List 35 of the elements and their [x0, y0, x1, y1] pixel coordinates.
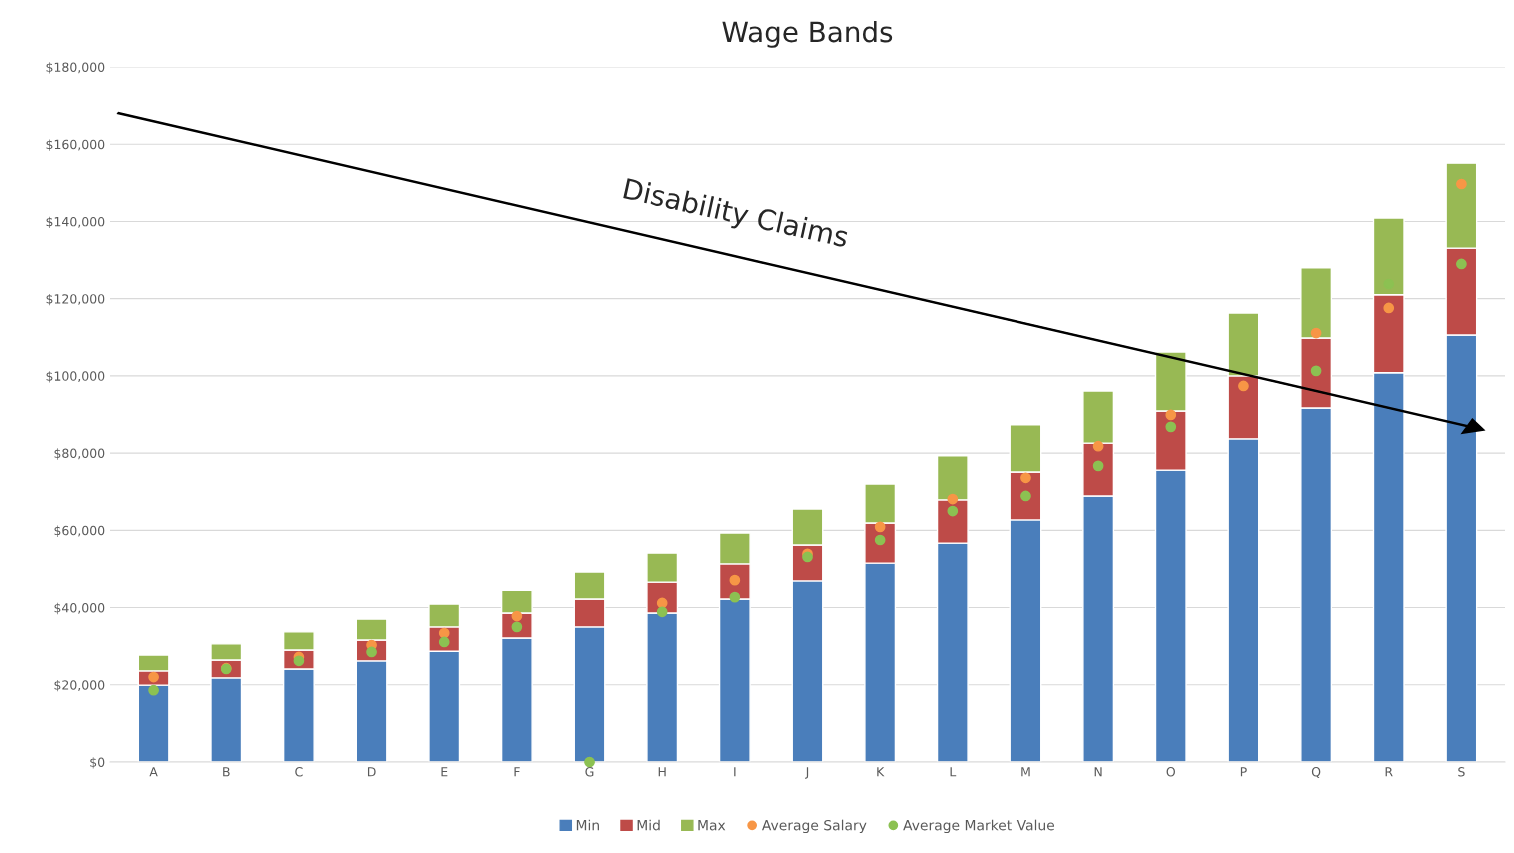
y-tick-label: $80,000 [54, 448, 105, 460]
legend-label: Max [698, 820, 726, 831]
x-tick-label: F [514, 767, 520, 777]
x-tick-label: S [1458, 767, 1465, 777]
y-tick-label: $40,000 [54, 602, 105, 615]
y-tick-label: $180,000 [46, 62, 105, 74]
y-tick-label: $0 [90, 757, 105, 769]
y-tick-label: $60,000 [54, 525, 105, 537]
x-tick-label: O [1166, 767, 1175, 777]
x-tick-label: I [734, 767, 736, 777]
x-tick-label: N [1094, 767, 1102, 777]
legend-label: Average Market Value [903, 819, 1055, 834]
x-tick-label: J [805, 767, 809, 779]
y-tick-label: $160,000 [46, 139, 105, 151]
legend-label: Min [576, 819, 599, 831]
legend-label: Mid [637, 819, 660, 831]
x-tick-label: G [585, 767, 594, 777]
x-tick-label: H [658, 767, 666, 777]
y-tick-label: $120,000 [46, 293, 105, 306]
x-tick-label: B [223, 767, 230, 777]
x-tick-label: D [367, 767, 376, 777]
chart-title: Wage Bands [722, 20, 893, 48]
y-tick-label: $100,000 [46, 371, 105, 383]
x-tick-label: E [441, 767, 448, 777]
y-tick-label: $140,000 [46, 216, 105, 229]
x-tick-label: M [1021, 767, 1030, 777]
y-tick-label: $20,000 [54, 680, 105, 692]
x-tick-label: Q [1311, 767, 1321, 778]
x-tick-label: K [877, 767, 885, 777]
x-tick-label: P [1240, 767, 1247, 777]
x-tick-label: C [295, 767, 303, 777]
x-tick-label: R [1385, 767, 1393, 777]
x-tick-label: A [149, 767, 158, 777]
legend-label: Average Salary [761, 819, 867, 834]
x-tick-label: L [950, 767, 957, 777]
